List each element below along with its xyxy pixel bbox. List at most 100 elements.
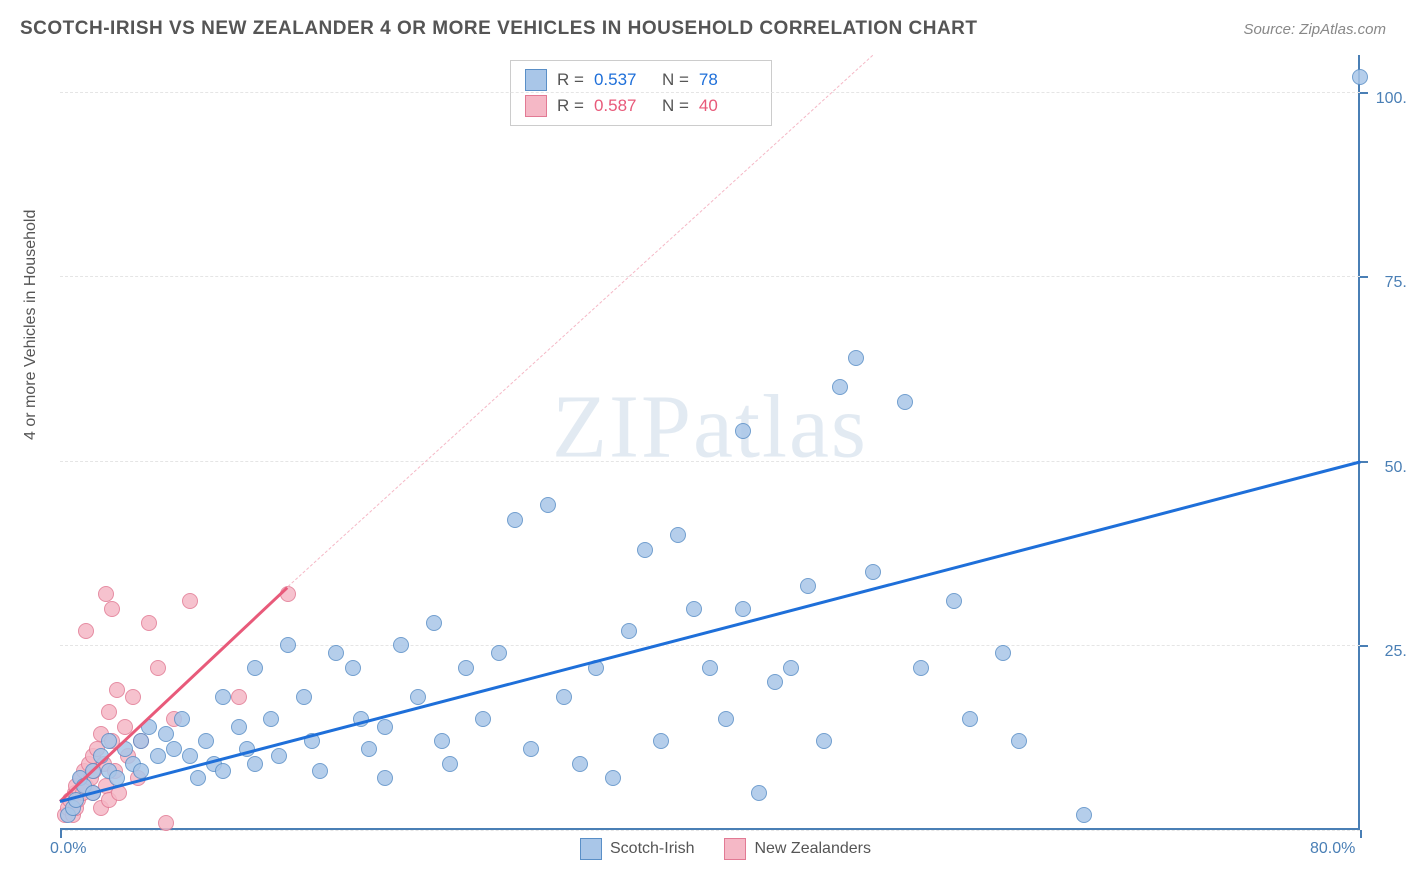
y-tick-mark — [1360, 645, 1368, 647]
y-axis-label: 4 or more Vehicles in Household — [22, 210, 40, 440]
correlation-legend: R = 0.537 N = 78 R = 0.587 N = 40 — [510, 60, 772, 126]
r-value: 0.587 — [594, 96, 652, 116]
gridline — [60, 830, 1360, 831]
scatter-point — [345, 660, 361, 676]
scatter-point — [158, 815, 174, 831]
y-tick-label: 100.0% — [1376, 90, 1406, 108]
scatter-point — [263, 711, 279, 727]
scatter-point — [328, 645, 344, 661]
scatter-point — [783, 660, 799, 676]
scatter-point — [751, 785, 767, 801]
scatter-point — [800, 578, 816, 594]
scatter-point — [377, 719, 393, 735]
watermark-text: ZIPatlas — [552, 376, 868, 479]
y-axis — [1358, 55, 1360, 830]
scatter-point — [141, 615, 157, 631]
scatter-point — [393, 637, 409, 653]
scatter-point — [150, 748, 166, 764]
scatter-point — [475, 711, 491, 727]
scatter-point — [190, 770, 206, 786]
scatter-point — [98, 586, 114, 602]
scatter-point — [913, 660, 929, 676]
scatter-point — [523, 741, 539, 757]
scatter-point — [410, 689, 426, 705]
legend-row-scotch-irish: R = 0.537 N = 78 — [525, 67, 757, 93]
y-tick-label: 75.0% — [1385, 274, 1406, 292]
scatter-point — [686, 601, 702, 617]
legend-label: Scotch-Irish — [610, 840, 694, 858]
scatter-point — [962, 711, 978, 727]
r-label: R = — [557, 96, 584, 116]
scatter-point — [1011, 733, 1027, 749]
scatter-point — [540, 497, 556, 513]
scatter-point — [767, 674, 783, 690]
swatch-icon — [724, 838, 746, 860]
scatter-point — [280, 637, 296, 653]
scatter-point — [1076, 807, 1092, 823]
scatter-point — [109, 682, 125, 698]
scatter-point — [1352, 69, 1368, 85]
scatter-point — [556, 689, 572, 705]
scatter-point — [507, 512, 523, 528]
scatter-point — [182, 593, 198, 609]
r-label: R = — [557, 70, 584, 90]
gridline — [60, 645, 1360, 646]
scatter-point — [182, 748, 198, 764]
x-tick-mark — [60, 830, 62, 838]
scatter-point — [247, 756, 263, 772]
scatter-point — [426, 615, 442, 631]
y-tick-label: 25.0% — [1385, 643, 1406, 661]
scatter-point — [158, 726, 174, 742]
legend-item-new-zealanders: New Zealanders — [724, 838, 871, 860]
scatter-point — [848, 350, 864, 366]
scatter-point — [377, 770, 393, 786]
scatter-point — [735, 601, 751, 617]
scatter-point — [174, 711, 190, 727]
scatter-point — [133, 733, 149, 749]
scatter-point — [150, 660, 166, 676]
scatter-point — [215, 763, 231, 779]
scatter-point — [718, 711, 734, 727]
scatter-point — [995, 645, 1011, 661]
plot-area: ZIPatlas R = 0.537 N = 78 R = 0.587 N = … — [60, 55, 1360, 830]
scatter-point — [946, 593, 962, 609]
scatter-point — [572, 756, 588, 772]
scatter-point — [166, 741, 182, 757]
scatter-point — [434, 733, 450, 749]
y-tick-mark — [1360, 461, 1368, 463]
gridline — [60, 276, 1360, 277]
scatter-point — [865, 564, 881, 580]
scatter-point — [442, 756, 458, 772]
swatch-icon — [580, 838, 602, 860]
scatter-point — [215, 689, 231, 705]
scatter-point — [897, 394, 913, 410]
scatter-point — [198, 733, 214, 749]
scatter-point — [670, 527, 686, 543]
n-value: 40 — [699, 96, 757, 116]
scatter-point — [605, 770, 621, 786]
x-tick-mark — [1360, 830, 1362, 838]
scatter-point — [637, 542, 653, 558]
y-tick-mark — [1360, 92, 1368, 94]
scatter-point — [832, 379, 848, 395]
scatter-point — [491, 645, 507, 661]
gridline — [60, 92, 1360, 93]
gridline — [60, 461, 1360, 462]
y-tick-label: 50.0% — [1385, 459, 1406, 477]
source-attribution: Source: ZipAtlas.com — [1243, 21, 1386, 38]
scatter-point — [104, 601, 120, 617]
scatter-point — [247, 660, 263, 676]
scatter-point — [231, 719, 247, 735]
scatter-point — [101, 704, 117, 720]
scatter-point — [125, 689, 141, 705]
r-value: 0.537 — [594, 70, 652, 90]
n-label: N = — [662, 70, 689, 90]
scatter-point — [231, 689, 247, 705]
trend-line — [287, 55, 873, 587]
x-tick-label: 80.0% — [1310, 840, 1355, 858]
scatter-point — [312, 763, 328, 779]
legend-row-new-zealanders: R = 0.587 N = 40 — [525, 93, 757, 119]
scatter-point — [735, 423, 751, 439]
legend-label: New Zealanders — [754, 840, 871, 858]
y-tick-mark — [1360, 276, 1368, 278]
